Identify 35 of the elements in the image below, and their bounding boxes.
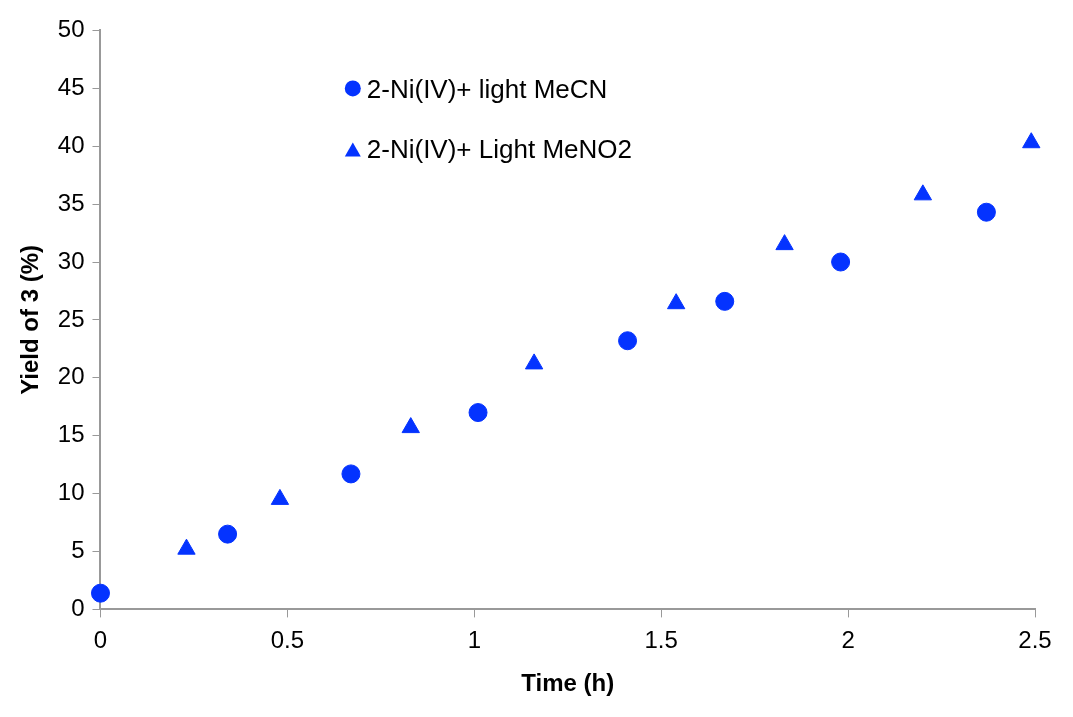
point xyxy=(666,293,686,310)
y-tick-label: 50 xyxy=(57,15,85,43)
point xyxy=(218,524,238,544)
point xyxy=(524,353,544,370)
point xyxy=(715,291,735,311)
y-tick-label: 40 xyxy=(57,130,85,158)
x-tick-label: 1.5 xyxy=(644,626,678,654)
point xyxy=(618,331,638,351)
point xyxy=(831,252,851,272)
y-tick-label: 45 xyxy=(57,72,85,100)
y-tick-label: 5 xyxy=(71,536,85,564)
point xyxy=(913,184,933,201)
x-tick-label: 1 xyxy=(467,626,481,654)
y-tick-label: 35 xyxy=(57,188,85,216)
x-tick-label: 0 xyxy=(93,626,108,654)
x-tick-label: 2.5 xyxy=(1018,626,1052,654)
point xyxy=(1022,132,1041,149)
point xyxy=(976,202,996,222)
y-tick-label: 15 xyxy=(57,420,85,448)
y-tick-label: 10 xyxy=(57,478,85,506)
point xyxy=(401,417,420,434)
legend-label: 2-Ni(IV)+ light MeCN xyxy=(366,73,608,104)
x-tick-label: 0.5 xyxy=(270,626,305,654)
y-tick-label: 20 xyxy=(57,362,85,390)
y-tick-label: 30 xyxy=(57,246,85,274)
x-axis-title: Time (h) xyxy=(521,669,615,697)
y-axis-title: Yield of 3 (%) xyxy=(16,245,44,395)
point xyxy=(468,403,488,423)
y-tick-label: 25 xyxy=(57,304,85,332)
legend-label: 2-Ni(IV)+ Light MeNO2 xyxy=(366,133,632,164)
point xyxy=(775,234,794,251)
x-tick-label: 2 xyxy=(841,626,855,654)
point xyxy=(91,583,110,603)
y-tick-label: 0 xyxy=(71,594,85,622)
point xyxy=(341,464,361,484)
